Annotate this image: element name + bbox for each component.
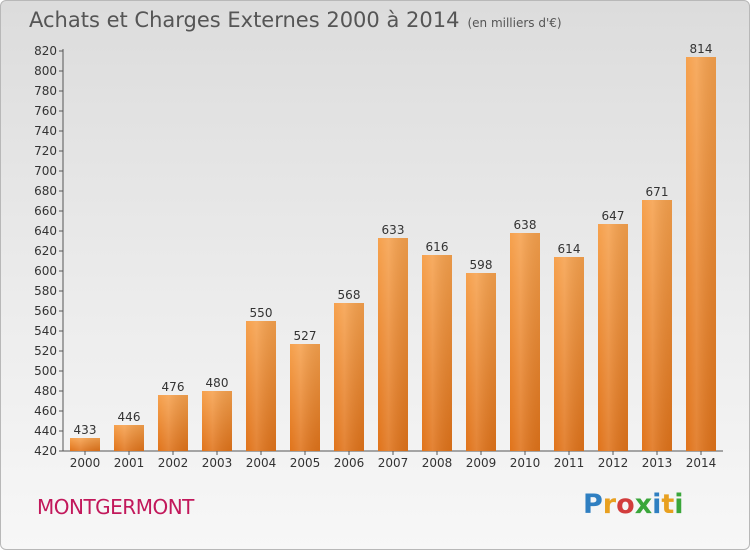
bar-shading [158, 395, 188, 451]
bar-value-label: 550 [250, 306, 273, 320]
bar-value-label: 446 [118, 410, 141, 424]
bar-value-label: 616 [426, 240, 449, 254]
y-tick-label: 580 [34, 284, 57, 298]
logo-letter: P [583, 489, 603, 520]
y-tick-label: 740 [34, 124, 57, 138]
chart-title-text: Achats et Charges Externes 2000 à 2014 [29, 8, 460, 32]
bar-value-label: 638 [514, 218, 537, 232]
x-tick-label: 2000 [70, 456, 101, 470]
bar-shading [554, 257, 584, 451]
x-tick-label: 2002 [158, 456, 189, 470]
bar-value-label: 433 [74, 423, 97, 437]
bar-value-label: 527 [294, 329, 317, 343]
x-tick-label: 2009 [466, 456, 497, 470]
bar-shading [290, 344, 320, 451]
y-tick-label: 620 [34, 244, 57, 258]
logo-letter: x [634, 489, 653, 520]
bar-shading [686, 57, 716, 451]
y-tick-label: 760 [34, 104, 57, 118]
x-tick-label: 2012 [598, 456, 629, 470]
y-tick-label: 720 [34, 144, 57, 158]
x-tick-label: 2014 [686, 456, 717, 470]
proxiti-logo: Proxiti [583, 489, 684, 520]
commune-name: MONTGERMONT [37, 495, 194, 519]
y-tick-label: 700 [34, 164, 57, 178]
bar-shading [114, 425, 144, 451]
y-tick-label: 660 [34, 204, 57, 218]
x-tick-label: 2008 [422, 456, 453, 470]
bar-value-label: 614 [558, 242, 581, 256]
bar-value-label: 814 [690, 42, 713, 56]
bar-shading [422, 255, 452, 451]
logo-letter: i [674, 489, 684, 520]
bar-value-label: 568 [338, 288, 361, 302]
y-tick-label: 680 [34, 184, 57, 198]
bar-value-label: 633 [382, 223, 405, 237]
x-tick-label: 2004 [246, 456, 277, 470]
bar-shading [510, 233, 540, 451]
logo-letter: i [652, 489, 662, 520]
bar-value-label: 476 [162, 380, 185, 394]
bar-shading [642, 200, 672, 451]
bar-shading [202, 391, 232, 451]
bar-shading [334, 303, 364, 451]
logo-letter: o [616, 489, 635, 520]
x-tick-label: 2003 [202, 456, 233, 470]
bar-shading [70, 438, 100, 451]
bar-value-label: 647 [602, 209, 625, 223]
y-tick-label: 600 [34, 264, 57, 278]
logo-letter: t [661, 489, 675, 520]
y-tick-label: 800 [34, 64, 57, 78]
y-tick-label: 420 [34, 444, 57, 458]
y-tick-label: 560 [34, 304, 57, 318]
bar-value-label: 671 [646, 185, 669, 199]
bar-shading [466, 273, 496, 451]
y-tick-label: 520 [34, 344, 57, 358]
chart-unit: (en milliers d'€) [467, 16, 562, 30]
y-tick-label: 500 [34, 364, 57, 378]
bar-shading [378, 238, 408, 451]
x-tick-label: 2013 [642, 456, 673, 470]
bar-value-label: 598 [470, 258, 493, 272]
x-tick-label: 2007 [378, 456, 409, 470]
x-tick-label: 2011 [554, 456, 585, 470]
y-tick-label: 780 [34, 84, 57, 98]
x-tick-label: 2010 [510, 456, 541, 470]
y-tick-label: 480 [34, 384, 57, 398]
x-tick-label: 2001 [114, 456, 145, 470]
logo-letter: r [602, 489, 617, 520]
y-tick-label: 640 [34, 224, 57, 238]
y-tick-label: 540 [34, 324, 57, 338]
y-tick-label: 460 [34, 404, 57, 418]
x-tick-label: 2005 [290, 456, 321, 470]
bar-value-label: 480 [206, 376, 229, 390]
x-tick-label: 2006 [334, 456, 365, 470]
bar-shading [598, 224, 628, 451]
y-tick-label: 440 [34, 424, 57, 438]
y-tick-label: 820 [34, 44, 57, 58]
bar-shading [246, 321, 276, 451]
chart-title: Achats et Charges Externes 2000 à 2014 (e… [29, 8, 562, 32]
